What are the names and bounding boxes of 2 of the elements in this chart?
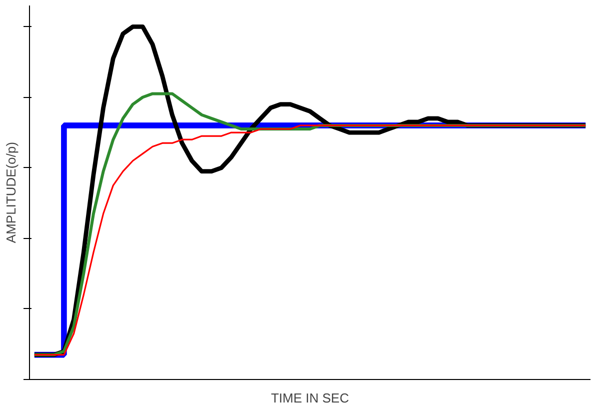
y-axis-title: AMPLITUDE(o/p) [4,142,18,244]
x-axis-title: TIME IN SEC [270,390,350,406]
